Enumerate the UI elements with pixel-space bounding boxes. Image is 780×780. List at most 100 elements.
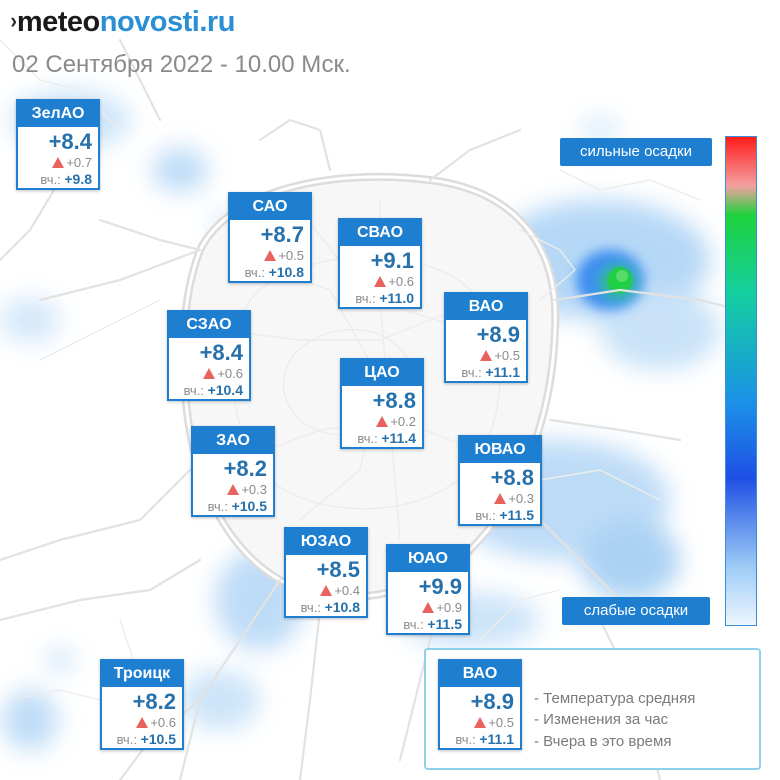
district-card-zelao[interactable]: ЗелАО +8.4 +0.7 вч.: +9.8 <box>16 99 100 190</box>
increase-triangle-icon <box>374 276 387 287</box>
district-delta-value: +0.3 <box>241 482 267 497</box>
district-temperature: +8.4 <box>48 129 92 154</box>
yesterday-label: вч.: <box>355 291 376 306</box>
district-hourly-change: +0.4 <box>286 582 366 599</box>
increase-triangle-icon <box>136 717 149 728</box>
yesterday-value: +10.8 <box>268 264 304 280</box>
yesterday-value: +11.1 <box>485 364 520 380</box>
increase-triangle-icon <box>227 484 240 495</box>
district-name: ЮАО <box>388 546 468 572</box>
district-temperature: +8.9 <box>476 322 520 347</box>
district-temperature: +8.4 <box>199 340 243 365</box>
district-yesterday: вч.: +10.5 <box>102 731 182 748</box>
logo-mark: › <box>10 8 17 33</box>
legend-sample-yesterday: вч.: +11.1 <box>440 731 520 748</box>
legend-line-yesterday: - Вчера в это время <box>534 733 672 750</box>
district-hourly-change: +0.7 <box>18 154 98 171</box>
yesterday-label: вч.: <box>357 431 378 446</box>
district-name: Троицк <box>102 661 182 687</box>
precipitation-scale-bar <box>725 136 757 626</box>
increase-triangle-icon <box>376 416 389 427</box>
scale-label-heavy: сильные осадки <box>560 138 712 166</box>
yesterday-label: вч.: <box>183 383 204 398</box>
increase-triangle-icon <box>494 493 507 504</box>
district-hourly-change: +0.6 <box>102 714 182 731</box>
yesterday-label: вч.: <box>475 508 496 523</box>
district-yesterday: вч.: +11.5 <box>460 507 540 524</box>
yesterday-label: вч.: <box>403 617 424 632</box>
district-card-szao[interactable]: СЗАО +8.4 +0.6 вч.: +10.4 <box>167 310 251 401</box>
yesterday-label: вч.: <box>461 365 482 380</box>
district-name: ЗелАО <box>18 101 98 127</box>
increase-triangle-icon <box>320 585 333 596</box>
increase-triangle-icon <box>52 157 65 168</box>
increase-triangle-icon <box>480 350 493 361</box>
legend-sample-hourly-change: +0.5 <box>440 714 520 731</box>
yesterday-label: вч.: <box>40 172 61 187</box>
district-yesterday: вч.: +11.4 <box>342 430 422 447</box>
district-yesterday: вч.: +10.8 <box>286 599 366 616</box>
district-hourly-change: +0.5 <box>230 247 310 264</box>
district-hourly-change: +0.5 <box>446 347 526 364</box>
district-hourly-change: +0.6 <box>340 273 420 290</box>
yesterday-value: +11.1 <box>479 731 514 747</box>
district-hourly-change: +0.9 <box>388 599 468 616</box>
increase-triangle-icon <box>264 250 277 261</box>
district-yesterday: вч.: +10.8 <box>230 264 310 281</box>
district-card-yuvao[interactable]: ЮВАО +8.8 +0.3 вч.: +11.5 <box>458 435 542 526</box>
yesterday-value: +10.8 <box>324 599 360 615</box>
legend-sample-name: ВАО <box>440 661 520 687</box>
district-card-svao[interactable]: СВАО +9.1 +0.6 вч.: +11.0 <box>338 218 422 309</box>
increase-triangle-icon <box>203 368 216 379</box>
district-card-tsao[interactable]: ЦАО +8.8 +0.2 вч.: +11.4 <box>340 358 424 449</box>
yesterday-label: вч.: <box>300 600 321 615</box>
district-name: ЦАО <box>342 360 422 386</box>
legend-line-hourly-change: - Изменения за час <box>534 711 669 728</box>
yesterday-label: вч.: <box>244 265 265 280</box>
legend-sample-delta: +0.5 <box>488 715 514 730</box>
district-name: ВАО <box>446 294 526 320</box>
district-card-yuzao[interactable]: ЮЗАО +8.5 +0.4 вч.: +10.8 <box>284 527 368 618</box>
legend-line-temperature: - Температура средняя <box>534 690 696 707</box>
district-hourly-change: +0.6 <box>169 365 249 382</box>
increase-triangle-icon <box>474 717 487 728</box>
district-card-troitsk[interactable]: Троицк +8.2 +0.6 вч.: +10.5 <box>100 659 184 750</box>
district-name: ЗАО <box>193 428 273 454</box>
district-card-yuao[interactable]: ЮАО +9.9 +0.9 вч.: +11.5 <box>386 544 470 635</box>
district-name: САО <box>230 194 310 220</box>
yesterday-value: +9.8 <box>64 171 92 187</box>
district-delta-value: +0.7 <box>66 155 92 170</box>
district-delta-value: +0.2 <box>390 414 416 429</box>
legend-sample-card: ВАО +8.9 +0.5 вч.: +11.1 <box>438 659 522 750</box>
heavy-precipitation-core <box>608 267 632 293</box>
yesterday-value: +10.5 <box>140 731 176 747</box>
yesterday-value: +10.5 <box>231 498 267 514</box>
yesterday-label: вч.: <box>455 732 476 747</box>
logo-text-novosti: novosti.ru <box>99 6 236 38</box>
district-temperature: +8.8 <box>490 465 534 490</box>
yesterday-value: +11.5 <box>499 507 534 523</box>
district-delta-value: +0.5 <box>494 348 520 363</box>
district-card-sao[interactable]: САО +8.7 +0.5 вч.: +10.8 <box>228 192 312 283</box>
district-yesterday: вч.: +11.1 <box>446 364 526 381</box>
district-temperature: +8.7 <box>260 222 304 247</box>
district-name: ЮЗАО <box>286 529 366 555</box>
district-temperature: +9.9 <box>418 574 462 599</box>
district-delta-value: +0.6 <box>217 366 243 381</box>
scale-label-light: слабые осадки <box>562 597 710 625</box>
district-yesterday: вч.: +10.5 <box>193 498 273 515</box>
district-card-zao[interactable]: ЗАО +8.2 +0.3 вч.: +10.5 <box>191 426 275 517</box>
yesterday-value: +10.4 <box>207 382 243 398</box>
yesterday-value: +11.5 <box>427 616 462 632</box>
yesterday-value: +11.0 <box>379 290 414 306</box>
district-name: ЮВАО <box>460 437 540 463</box>
page-subtitle: 02 Сентября 2022 - 10.00 Мск. <box>12 51 351 78</box>
district-yesterday: вч.: +9.8 <box>18 171 98 188</box>
district-yesterday: вч.: +11.0 <box>340 290 420 307</box>
district-temperature: +8.5 <box>316 557 360 582</box>
increase-triangle-icon <box>422 602 435 613</box>
site-logo[interactable]: ›meteonovosti.ru <box>10 6 235 39</box>
district-delta-value: +0.5 <box>278 248 304 263</box>
yesterday-value: +11.4 <box>381 430 416 446</box>
district-card-vao[interactable]: ВАО +8.9 +0.5 вч.: +11.1 <box>444 292 528 383</box>
